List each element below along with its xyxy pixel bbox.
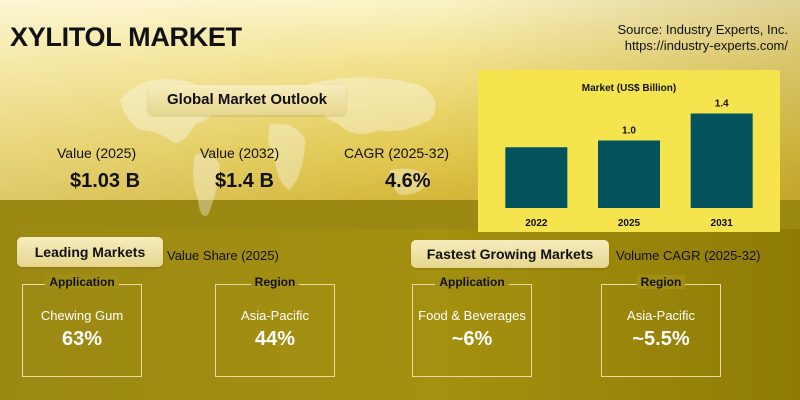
- card-value: 63%: [61, 328, 103, 350]
- data-label-2025: 1.0: [622, 126, 636, 137]
- leading-markets-subtitle: Value Share (2025): [167, 248, 279, 263]
- source-credit: Source: Industry Experts, Inc. https://i…: [617, 22, 788, 54]
- stat-value-cagr: 4.6%: [385, 170, 431, 192]
- bar-2022: [505, 147, 568, 208]
- stat-value-2032: $1.4 B: [215, 170, 274, 192]
- leading-region-card: Region Asia-Pacific 44%: [215, 275, 335, 377]
- x-tick-label-2031: 2031: [711, 218, 734, 229]
- card-name: Asia-Pacific: [241, 308, 309, 323]
- leading-markets-heading: Leading Markets: [17, 237, 163, 267]
- fastest-application-card: Application Food & Beverages ~6%: [412, 275, 532, 377]
- leading-application-card: Application Chewing Gum 63%: [22, 275, 142, 377]
- data-label-2031: 1.4: [715, 99, 729, 110]
- market-chart: Market (US$ Billion) 2022 1.0 2025 1.4 2031: [478, 70, 780, 232]
- global-outlook-heading: Global Market Outlook: [148, 85, 346, 115]
- fastest-region-card: Region Asia-Pacific ~5.5%: [601, 275, 721, 377]
- market-chart-svg: Market (US$ Billion) 2022 1.0 2025 1.4 2031: [505, 83, 753, 229]
- x-tick-label-2025: 2025: [618, 218, 641, 229]
- page-title: XYLITOL MARKET: [10, 22, 242, 52]
- card-value: ~6%: [451, 328, 493, 350]
- x-tick-label-2022: 2022: [525, 218, 548, 229]
- card-value: ~5.5%: [632, 328, 690, 350]
- stat-label-value-2032: Value (2032): [200, 145, 280, 161]
- card-tag: Region: [636, 275, 686, 289]
- fastest-growing-subtitle: Volume CAGR (2025-32): [616, 248, 761, 263]
- source-name: Source: Industry Experts, Inc.: [617, 22, 788, 37]
- bar-2031: [690, 113, 753, 208]
- card-name: Asia-Pacific: [627, 308, 695, 323]
- card-tag: Application: [45, 275, 119, 289]
- stat-value-2025: $1.03 B: [70, 170, 141, 192]
- stat-label-value-2025: Value (2025): [57, 145, 137, 161]
- stat-label-cagr: CAGR (2025-32): [344, 145, 450, 161]
- card-value: 44%: [254, 328, 296, 350]
- card-tag: Region: [250, 275, 300, 289]
- source-url[interactable]: https://industry-experts.com/: [624, 38, 788, 53]
- card-name: Chewing Gum: [40, 308, 124, 323]
- card-name: Food & Beverages: [418, 308, 526, 323]
- bar-2025: [598, 140, 660, 208]
- fastest-growing-heading: Fastest Growing Markets: [411, 240, 609, 268]
- chart-title: Market (US$ Billion): [582, 83, 676, 94]
- card-tag: Application: [435, 275, 509, 289]
